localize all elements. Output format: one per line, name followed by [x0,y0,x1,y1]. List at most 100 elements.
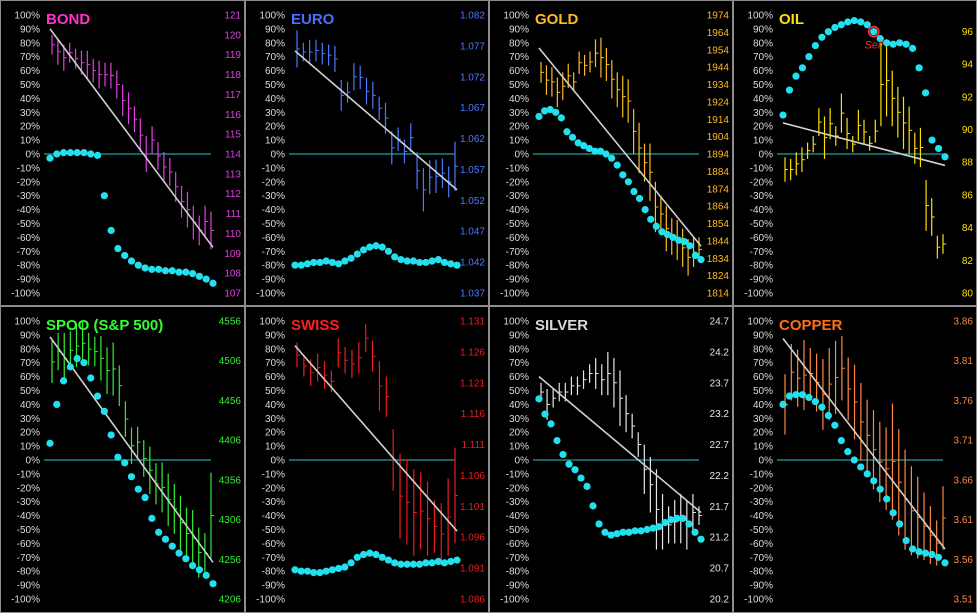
silver-oscillator-dot [547,420,555,428]
euro-left-tick: -60% [262,233,285,244]
spoo-s-p-500-right-tick: 4356 [219,475,242,486]
swiss-left-tick: 80% [265,344,285,355]
oil-oscillator-dot [811,41,820,50]
oil-oscillator-dot [896,39,904,47]
copper-oscillator-dot [902,537,910,545]
silver-left-tick: -100% [500,595,529,606]
gold-right-tick: 1844 [707,236,730,247]
spoo-s-p-500-oscillator-dot [195,566,204,574]
gold-oscillator-dot [641,206,649,214]
oil-oscillator-dot [857,18,865,26]
swiss-left-tick: -70% [262,553,285,564]
copper-left-tick: -50% [750,525,773,536]
copper-left-tick: -100% [744,595,773,606]
swiss-oscillator-dot [366,549,374,557]
bond-left-tick: -50% [17,219,40,230]
bond-right-tick: 110 [225,229,241,240]
oil-oscillator-dot [863,21,871,29]
bond-oscillator-dot [161,267,170,275]
oil-left-tick: -80% [750,261,773,272]
silver-oscillator-dot [655,523,663,531]
swiss-oscillator-dot [397,560,405,568]
silver-left-tick: 10% [509,442,529,453]
silver-left-tick: 60% [509,372,529,383]
euro-oscillator-dot [359,246,368,254]
bond-right-tick: 116 [225,110,241,121]
copper-oscillator-dot [779,400,787,408]
silver-title: SILVER [535,317,588,334]
euro-oscillator-dot [322,257,330,265]
spoo-s-p-500-oscillator-dot [53,400,61,408]
spoo-s-p-500-left-tick: 90% [20,330,40,341]
copper-left-tick: -10% [750,469,773,480]
silver-right-tick: 24.2 [710,347,730,358]
swiss-left-tick: 70% [265,358,285,369]
euro-left-tick: -50% [262,219,285,230]
euro-oscillator-dot [297,261,305,269]
gold-oscillator-dot [574,139,582,147]
spoo-s-p-500-right-tick: 4206 [219,595,242,606]
spoo-s-p-500-left-tick: 100% [14,317,40,328]
spoo-s-p-500-left-tick: -100% [11,595,40,606]
gold-left-tick: 60% [509,66,529,77]
bond-oscillator-dot [175,268,183,276]
gold-right-tick: 1904 [707,132,730,143]
oil-right-tick: 86 [962,190,974,201]
gold-left-tick: 70% [509,52,529,63]
swiss-left-tick: 100% [259,317,285,328]
silver-oscillator-dot [691,528,699,536]
copper-title: COPPER [779,317,843,334]
gold-oscillator-dot [591,147,599,155]
silver-oscillator-dot [607,531,615,539]
copper-oscillator-dot [928,550,936,559]
gold-left-tick: -70% [506,247,529,258]
bond-oscillator-dot [168,267,176,275]
swiss-oscillator-dot [335,564,343,573]
spoo-s-p-500-right-tick: 4506 [219,356,242,367]
bond-left-tick: -80% [17,261,40,272]
oil-right-tick: 80 [962,289,974,300]
gold-oscillator-dot [580,142,588,150]
spoo-s-p-500-panel: 100% 90% 80% 70% 60% 50% 40% 30% 20% 10% 0% -10% -20… [0,306,245,613]
swiss-left-tick: -10% [262,469,285,480]
silver-oscillator-dot [601,528,609,536]
spoo-s-p-500-left-tick: 50% [20,386,40,397]
gold-oscillator-dot [552,108,560,116]
copper-oscillator-dot [921,549,930,557]
euro-left-tick: 20% [265,122,285,133]
gold-right-tick: 1964 [707,28,730,39]
copper-oscillator-dot [850,456,858,464]
gold-oscillator-dot [647,215,655,223]
copper-oscillator-dot [844,448,852,456]
copper-left-tick: -70% [750,553,773,564]
copper-oscillator-dot [870,477,878,485]
copper-left-tick: 20% [753,428,773,439]
bond-left-tick: -10% [17,163,40,174]
silver-oscillator-dot [643,525,651,534]
copper-right-tick: 3.76 [954,396,974,407]
gold-left-tick: 100% [503,11,529,22]
gold-left-tick: 20% [509,122,529,133]
euro-oscillator-dot [397,256,405,264]
euro-left-tick: -20% [262,177,285,188]
copper-oscillator-dot [889,509,897,517]
swiss-oscillator-dot [409,560,417,568]
gold-panel-border [489,0,733,306]
swiss-right-tick: 1.106 [460,471,485,482]
bond-trend-line [49,28,214,248]
swiss-left-tick: 20% [265,428,285,439]
gold-left-tick: -10% [506,163,529,174]
silver-oscillator-dot [631,527,639,535]
spoo-s-p-500-oscillator-dot [175,549,183,557]
swiss-title: SWISS [291,317,339,334]
gold-oscillator-dot [568,133,577,141]
euro-left-tick: 100% [259,11,285,22]
oil-oscillator-dot [831,23,839,32]
spoo-s-p-500-left-tick: 80% [20,344,40,355]
bond-right-tick: 112 [225,189,241,200]
gold-oscillator-dot [540,107,549,115]
oil-oscillator-dot [889,40,897,48]
gold-trend-line [538,47,702,247]
euro-left-tick: 90% [265,24,285,35]
